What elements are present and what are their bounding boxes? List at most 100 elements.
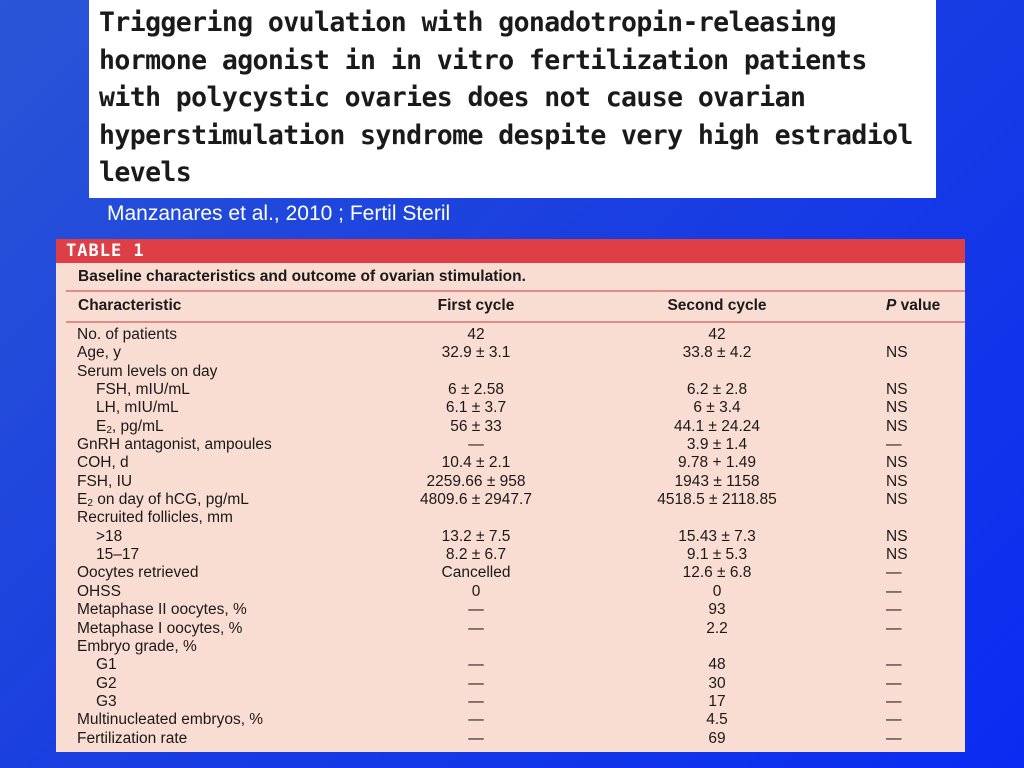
header-characteristic: Characteristic <box>78 297 182 314</box>
p-value: — <box>886 711 902 729</box>
table-row: No. of patients 42 42 <box>56 326 965 344</box>
p-value: NS <box>886 491 908 509</box>
row-label-sub: 2 <box>87 498 93 510</box>
second-cycle-value: 15.43 ± 7.3 <box>678 527 756 545</box>
row-label: Recruited follicles, mm <box>77 509 233 527</box>
p-value: NS <box>886 472 908 490</box>
row-label: COH, d <box>77 454 129 472</box>
table-row: E2 on day of hCG, pg/mL 4809.6 ± 2947.7 45… <box>56 491 965 509</box>
first-cycle-value: 6 ± 2.58 <box>448 381 504 399</box>
first-cycle-value: — <box>468 729 484 747</box>
row-label: Embryo grade, % <box>77 637 197 655</box>
second-cycle-value: 4.5 <box>706 711 728 729</box>
p-value: NS <box>886 527 908 545</box>
row-label: G2 <box>96 674 117 692</box>
second-cycle-value: 93 <box>708 601 726 619</box>
p-value: NS <box>886 417 908 435</box>
p-value: — <box>886 601 902 619</box>
table-row: Fertilization rate — 69 — <box>56 730 965 748</box>
article-title-box: Triggering ovulation with gonadotropin-r… <box>89 0 936 198</box>
row-label: Fertilization rate <box>77 729 188 747</box>
title-line: levels <box>99 157 192 188</box>
table-row: FSH, IU 2259.66 ± 958 1943 ± 1158 NS <box>56 473 965 491</box>
first-cycle-value: 0 <box>471 582 481 600</box>
row-label: Age, y <box>77 344 121 362</box>
table-row: LH, mIU/mL 6.1 ± 3.7 6 ± 3.4 NS <box>56 399 965 417</box>
second-cycle-value: 30 <box>708 674 726 692</box>
table-body: No. of patients 42 42 Age, y 32.9 ± 3.1 33.8 … <box>56 326 965 748</box>
p-value: NS <box>886 546 908 564</box>
row-label: FSH, mIU/mL <box>96 381 190 399</box>
first-cycle-value: — <box>468 656 484 674</box>
header-p-rest: value <box>896 297 941 314</box>
table-row: G3 — 17 — <box>56 693 965 711</box>
row-label: 15–17 <box>96 546 140 564</box>
table-row: E2, pg/mL 56 ± 33 44.1 ± 24.24 NS <box>56 418 965 436</box>
second-cycle-value: 6.2 ± 2.8 <box>686 381 748 399</box>
row-label: G1 <box>96 656 117 674</box>
row-label: OHSS <box>77 582 121 600</box>
header-p-value: P value <box>886 297 940 315</box>
row-label-rest: , pg/mL <box>111 417 164 435</box>
table-row: OHSS 0 0 — <box>56 583 965 601</box>
title-line: hormone agonist in in vitro fertilizatio… <box>99 44 867 76</box>
first-cycle-value: 2259.66 ± 958 <box>426 472 526 490</box>
first-cycle-value: 42 <box>467 326 485 343</box>
row-label-base: E <box>96 417 107 435</box>
table-label: TABLE 1 <box>66 241 145 261</box>
second-cycle-value: 17 <box>708 692 726 710</box>
data-table: TABLE 1 Baseline characteristics and out… <box>56 239 965 752</box>
p-value: — <box>886 564 902 582</box>
p-value: — <box>886 729 902 747</box>
first-cycle-value: — <box>468 436 484 454</box>
table-row: >18 13.2 ± 7.5 15.43 ± 7.3 NS <box>56 528 965 546</box>
second-cycle-value: 69 <box>708 729 726 747</box>
first-cycle-value: 56 ± 33 <box>450 417 502 435</box>
row-label-base: E <box>77 491 88 509</box>
row-label: Serum levels on day <box>77 362 218 380</box>
second-cycle-value: 12.6 ± 6.8 <box>682 564 752 582</box>
first-cycle-value: — <box>468 601 484 619</box>
row-label: FSH, IU <box>77 472 133 490</box>
second-cycle-value: 1943 ± 1158 <box>674 472 760 490</box>
second-cycle-value: 44.1 ± 24.24 <box>673 417 761 435</box>
second-cycle-value: 0 <box>712 582 722 600</box>
table-row: GnRH antagonist, ampoules — 3.9 ± 1.4 — <box>56 436 965 454</box>
p-value: — <box>886 674 902 692</box>
first-cycle-value: — <box>468 674 484 692</box>
article-title: Triggering ovulation with gonadotropin-r… <box>99 4 926 192</box>
header-p-italic: P <box>886 297 897 314</box>
first-cycle-value: 4809.6 ± 2947.7 <box>420 491 532 509</box>
table-row: G1 — 48 — <box>56 656 965 674</box>
row-label: Multinucleated embryos, % <box>77 711 264 729</box>
title-line: Triggering ovulation with gonadotropin-r… <box>99 7 837 38</box>
second-cycle-value: 48 <box>708 656 726 674</box>
second-cycle-value: 33.8 ± 4.2 <box>682 344 752 362</box>
row-label: GnRH antagonist, ampoules <box>77 436 272 454</box>
row-label: No. of patients <box>77 326 177 343</box>
first-cycle-value: 8.2 ± 6.7 <box>445 546 507 564</box>
citation: Manzanares et al., 2010 ; Fertil Steril <box>107 202 451 225</box>
row-label: E2, pg/mL <box>96 418 164 436</box>
first-cycle-value: 6.1 ± 3.7 <box>445 399 507 417</box>
second-cycle-value: 2.2 <box>706 619 728 637</box>
table-row: Metaphase I oocytes, % — 2.2 — <box>56 620 965 638</box>
p-value: NS <box>886 344 908 362</box>
table-row: Age, y 32.9 ± 3.1 33.8 ± 4.2 NS <box>56 344 965 362</box>
table-row: 15–17 8.2 ± 6.7 9.1 ± 5.3 NS <box>56 546 965 564</box>
row-label: LH, mIU/mL <box>96 399 179 417</box>
row-label: G3 <box>96 692 117 710</box>
table-row: Multinucleated embryos, % — 4.5 — <box>56 711 965 729</box>
table-label-bar: TABLE 1 <box>56 239 965 263</box>
row-label: Oocytes retrieved <box>77 564 199 582</box>
second-cycle-value: 3.9 ± 1.4 <box>686 436 748 454</box>
header-first-cycle: First cycle <box>437 297 515 314</box>
title-line: with polycystic ovaries does not cause o… <box>99 82 806 113</box>
p-value: — <box>886 692 902 710</box>
second-cycle-value: 9.1 ± 5.3 <box>686 546 748 564</box>
table-row: Oocytes retrieved Cancelled 12.6 ± 6.8 — <box>56 564 965 582</box>
table-row: Recruited follicles, mm <box>56 509 965 527</box>
first-cycle-value: 10.4 ± 2.1 <box>441 454 511 472</box>
row-label: Metaphase I oocytes, % <box>77 619 243 637</box>
first-cycle-value: 13.2 ± 7.5 <box>441 527 511 545</box>
